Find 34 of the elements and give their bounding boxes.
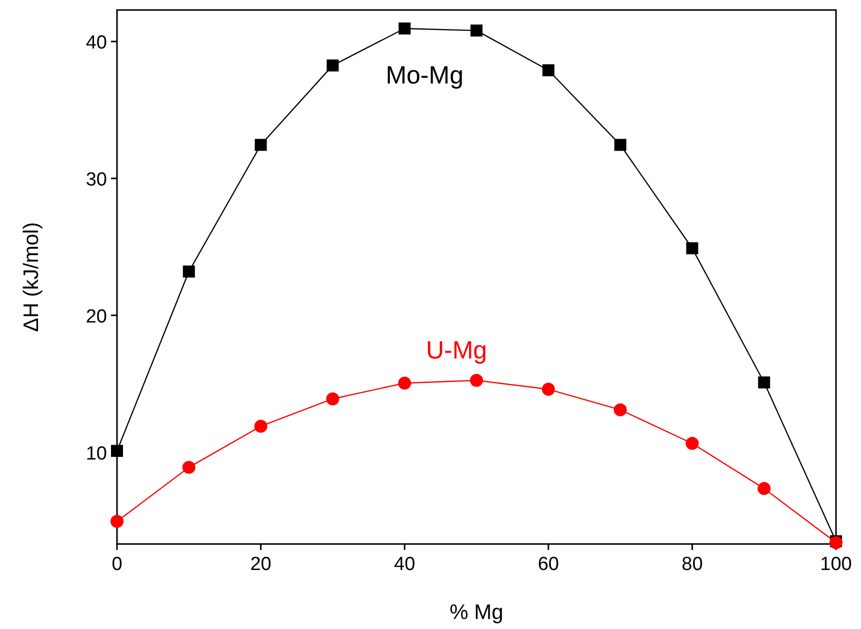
x-tick-label: 100 [820, 554, 852, 575]
point [254, 420, 268, 433]
point [111, 444, 123, 457]
y-tick-label: 20 [86, 306, 107, 328]
x-tick-label: 20 [250, 554, 272, 575]
y-tick-label: 10 [86, 443, 107, 464]
series-label: Mo-Mg [386, 61, 464, 90]
point [470, 374, 483, 387]
point [326, 392, 340, 406]
point [686, 242, 698, 254]
point [758, 376, 770, 388]
point [182, 460, 196, 474]
x-tick-label: 40 [394, 554, 416, 575]
point [110, 514, 124, 528]
y-axis-title: ΔH (kJ/mol) [20, 222, 43, 332]
point [542, 382, 555, 396]
point [470, 24, 482, 37]
series-label: U-Mg [426, 336, 488, 364]
x-axis-title: % Mg [450, 601, 504, 624]
point [182, 266, 195, 278]
point [254, 138, 267, 151]
point [398, 22, 411, 34]
point [614, 403, 627, 416]
y-tick-label: 40 [86, 32, 107, 54]
point [326, 59, 339, 72]
point [398, 376, 412, 390]
x-tick-label: 60 [538, 554, 559, 575]
x-tick-label: 0 [112, 554, 122, 575]
point [614, 138, 626, 151]
point [758, 482, 771, 496]
x-tick-label: 80 [682, 554, 703, 575]
point [542, 64, 554, 76]
point [686, 436, 699, 450]
y-tick-label: 30 [86, 169, 107, 190]
